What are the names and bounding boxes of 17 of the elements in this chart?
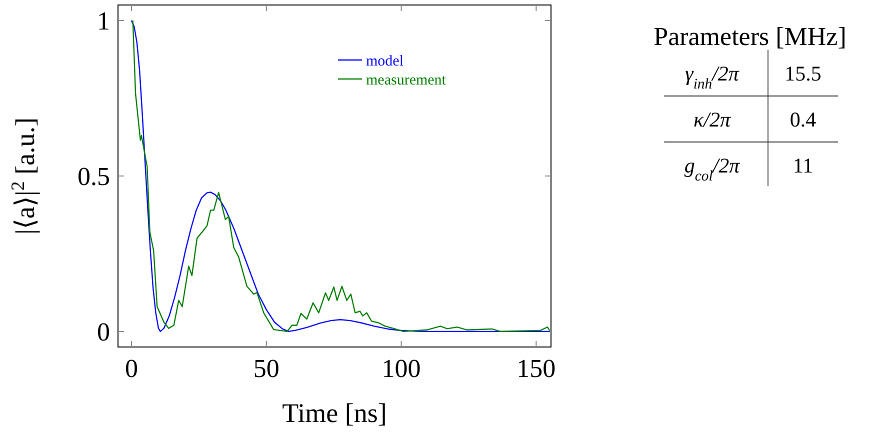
- category-label: κ/2π: [694, 107, 731, 132]
- data-label: 15.5: [784, 61, 822, 86]
- x-tick-label: 50: [253, 354, 280, 383]
- legend-label: model: [366, 53, 404, 70]
- text: Parameters [MHz]: [654, 22, 846, 51]
- x-axis-title: Time [ns]: [282, 398, 387, 428]
- y-tick-label: 0.5: [78, 162, 110, 192]
- x-tick-label: 100: [382, 354, 421, 383]
- category-label: g$_{col}$/2π: [684, 153, 740, 184]
- data-label: 0.4: [790, 107, 817, 132]
- data-label: 11: [792, 153, 814, 178]
- x-tick-label: 0: [124, 354, 138, 383]
- category-label: γ$_{inh}$/2π: [685, 61, 740, 92]
- y-tick-label: 1: [97, 6, 110, 36]
- x-tick-label: 150: [516, 354, 556, 383]
- legend-label: measurement: [366, 72, 447, 88]
- y-tick-label: 0: [97, 318, 110, 347]
